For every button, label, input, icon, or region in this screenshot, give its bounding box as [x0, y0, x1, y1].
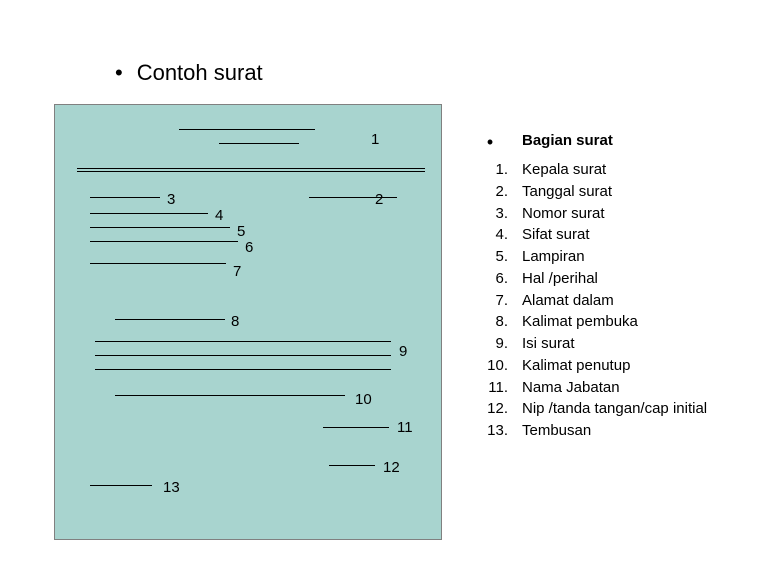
list-item: 11. Nama Jabatan [472, 377, 752, 399]
diagram-number: 1 [371, 131, 379, 148]
letter-diagram: 12345678910111213 [54, 104, 442, 540]
right-column: • Bagian surat 1. Kepala surat 2. Tanggal s… [472, 132, 752, 442]
bullet-icon: • [472, 132, 508, 153]
placeholder-line [115, 319, 225, 320]
placeholder-line [309, 197, 397, 198]
list-text: Lampiran [522, 246, 585, 268]
list-number: 13. [472, 420, 508, 442]
placeholder-line [95, 341, 391, 342]
right-heading: • Bagian surat [472, 132, 752, 153]
right-heading-text: Bagian surat [522, 132, 613, 149]
placeholder-line [219, 143, 299, 144]
list-item: 12. Nip /tanda tangan/cap initial [472, 398, 752, 420]
list-number: 1. [472, 159, 508, 181]
diagram-number: 3 [167, 191, 175, 208]
list-text: Tanggal surat [522, 181, 612, 203]
list-number: 10. [472, 355, 508, 377]
list-item: 8. Kalimat pembuka [472, 311, 752, 333]
list-item: 10. Kalimat penutup [472, 355, 752, 377]
list-number: 8. [472, 311, 508, 333]
divider-line [77, 168, 425, 169]
placeholder-line [90, 213, 208, 214]
list-number: 7. [472, 290, 508, 312]
placeholder-line [90, 485, 152, 486]
list-text: Alamat dalam [522, 290, 614, 312]
placeholder-line [323, 427, 389, 428]
list-text: Nama Jabatan [522, 377, 620, 399]
diagram-number: 7 [233, 263, 241, 280]
diagram-number: 10 [355, 391, 372, 408]
diagram-number: 12 [383, 459, 400, 476]
list-text: Hal /perihal [522, 268, 598, 290]
placeholder-line [115, 395, 345, 396]
diagram-number: 11 [397, 419, 413, 436]
list-text: Tembusan [522, 420, 591, 442]
diagram-number: 6 [245, 239, 253, 256]
placeholder-line [90, 263, 226, 264]
list-item: 4. Sifat surat [472, 224, 752, 246]
title-text: Contoh surat [137, 60, 263, 86]
list-text: Nomor surat [522, 203, 605, 225]
list-item: 13. Tembusan [472, 420, 752, 442]
list-text: Isi surat [522, 333, 575, 355]
list-text: Kalimat penutup [522, 355, 630, 377]
placeholder-line [90, 227, 230, 228]
list-item: 9. Isi surat [472, 333, 752, 355]
diagram-number: 13 [163, 479, 180, 496]
list-text: Nip /tanda tangan/cap initial [522, 398, 707, 420]
placeholder-line [179, 129, 315, 130]
placeholder-line [90, 241, 238, 242]
diagram-number: 2 [375, 191, 383, 208]
placeholder-line [329, 465, 375, 466]
list-item: 2. Tanggal surat [472, 181, 752, 203]
list-item: 7. Alamat dalam [472, 290, 752, 312]
diagram-number: 5 [237, 223, 245, 240]
list-number: 9. [472, 333, 508, 355]
divider-line [77, 171, 425, 172]
diagram-number: 4 [215, 207, 223, 224]
list-item: 6. Hal /perihal [472, 268, 752, 290]
page-title: • Contoh surat [115, 60, 263, 86]
bullet-icon: • [115, 62, 123, 84]
list-number: 4. [472, 224, 508, 246]
list-item: 1. Kepala surat [472, 159, 752, 181]
right-list: 1. Kepala surat 2. Tanggal surat 3. Nomor sur… [472, 159, 752, 442]
list-number: 11. [472, 377, 508, 399]
list-number: 3. [472, 203, 508, 225]
list-text: Sifat surat [522, 224, 590, 246]
list-number: 5. [472, 246, 508, 268]
list-number: 6. [472, 268, 508, 290]
placeholder-line [95, 369, 391, 370]
list-number: 12. [472, 398, 508, 420]
list-number: 2. [472, 181, 508, 203]
placeholder-line [95, 355, 391, 356]
list-text: Kalimat pembuka [522, 311, 638, 333]
list-item: 3. Nomor surat [472, 203, 752, 225]
diagram-number: 9 [399, 343, 407, 360]
placeholder-line [90, 197, 160, 198]
list-text: Kepala surat [522, 159, 606, 181]
list-item: 5. Lampiran [472, 246, 752, 268]
diagram-number: 8 [231, 313, 239, 330]
